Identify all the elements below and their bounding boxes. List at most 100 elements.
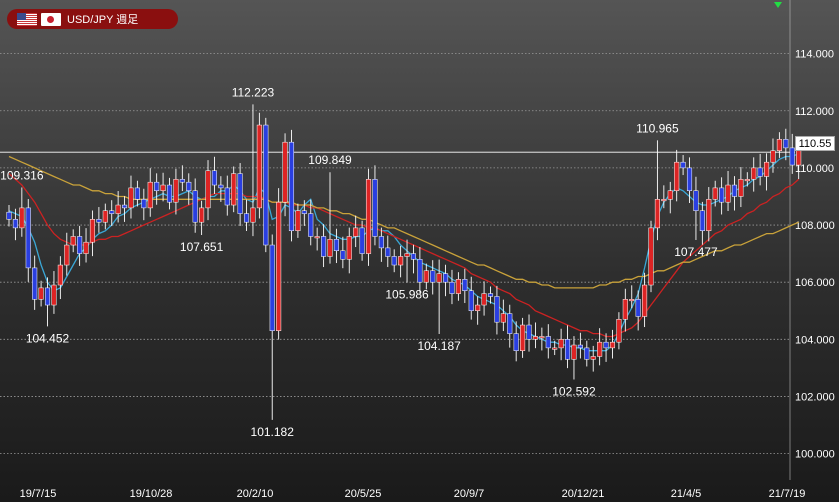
candle [134,180,140,207]
candle-body [635,299,641,317]
candle [719,177,725,215]
candle [404,239,410,283]
candle [122,196,128,222]
candle-body [545,336,551,349]
y-tick-label: 106.000 [795,277,835,289]
price-annotation: 104.452 [26,331,70,345]
ma-mid-line [8,173,800,338]
candle-body [500,313,506,323]
candle [179,165,185,192]
candle [693,176,699,240]
candle [577,332,583,359]
candle-body [558,339,564,349]
y-tick-label: 110.000 [795,163,834,175]
candle [597,328,603,366]
candle-body [796,150,802,166]
x-tick-label: 20/5/25 [345,488,382,500]
candle [500,299,506,332]
x-axis-labels: 19/7/15 19/10/28 20/2/10 20/5/25 20/9/7 20/12… [20,488,806,500]
candle [590,345,596,372]
grid-layer [0,0,791,480]
candle-body [96,219,102,223]
candle [308,199,314,246]
candle-body [205,170,211,209]
candle-body [436,273,442,283]
candle-body [468,290,474,312]
price-annotation: 110.965 [636,121,679,135]
candle [32,255,38,310]
x-tick-label: 20/2/10 [237,488,274,500]
candle-body [642,284,648,317]
candle-body [346,236,352,260]
title-badge[interactable]: USD/JPY 週足 [7,9,178,29]
x-tick-label: 21/4/5 [671,488,702,500]
candle [776,132,782,158]
candle-body [757,167,763,177]
candle [19,187,25,237]
candle [282,133,288,217]
candle [571,336,577,380]
candle [359,220,365,261]
candle-body [25,207,31,269]
candle [83,228,89,263]
candle [314,227,320,251]
candle [539,327,545,351]
candle-body [674,161,680,192]
candle-body [327,239,333,257]
candle-body [333,239,339,252]
current-price-label: 110.55 [795,136,835,151]
candle [616,312,622,350]
candle [250,104,256,237]
candle-body [507,313,513,334]
price-annotation: 105.986 [385,288,429,302]
candle [622,288,628,332]
candle [629,285,635,309]
candle [64,232,70,276]
candle [263,117,269,253]
japan-flag-icon [41,12,61,26]
candle-body [12,219,18,229]
candle [70,229,76,253]
candle-body [667,190,673,200]
candle [430,260,436,295]
candle-body [622,299,628,320]
candle-body [51,284,57,306]
y-tick-label: 114.000 [795,49,834,61]
candle-body [661,199,667,202]
candle [526,314,532,352]
candle [487,286,494,304]
candle [25,199,31,282]
chart-title: USD/JPY 週足 [67,14,139,26]
candle [475,296,481,325]
candle [513,321,519,362]
candle-body [321,236,327,257]
candle [109,200,115,226]
candle [288,129,295,242]
candle-body [385,247,391,257]
candle-body [44,287,51,306]
candle-body [192,190,198,223]
candle-body [764,161,770,177]
y-tick-label: 108.000 [795,220,835,232]
candle-body [32,267,38,300]
candle-body [147,181,153,209]
candle [680,155,686,176]
candle [38,280,44,307]
candle-body [109,210,115,214]
candle-body [64,244,70,266]
candle-body [564,339,571,360]
candle-body [539,336,545,339]
candle-body [731,184,738,197]
candle-body [590,356,596,360]
candle [346,227,352,274]
candle [237,163,243,226]
candle-body [276,201,282,331]
candle [102,203,108,230]
candle [770,138,776,173]
candle-body [250,207,256,223]
candle-body [744,179,750,182]
candle [391,249,397,273]
candle-body [160,184,166,192]
candle-body [218,184,224,189]
candle-body [455,279,461,294]
